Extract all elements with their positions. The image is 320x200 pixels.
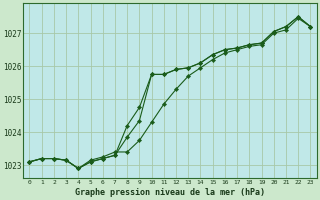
X-axis label: Graphe pression niveau de la mer (hPa): Graphe pression niveau de la mer (hPa) xyxy=(75,188,265,197)
